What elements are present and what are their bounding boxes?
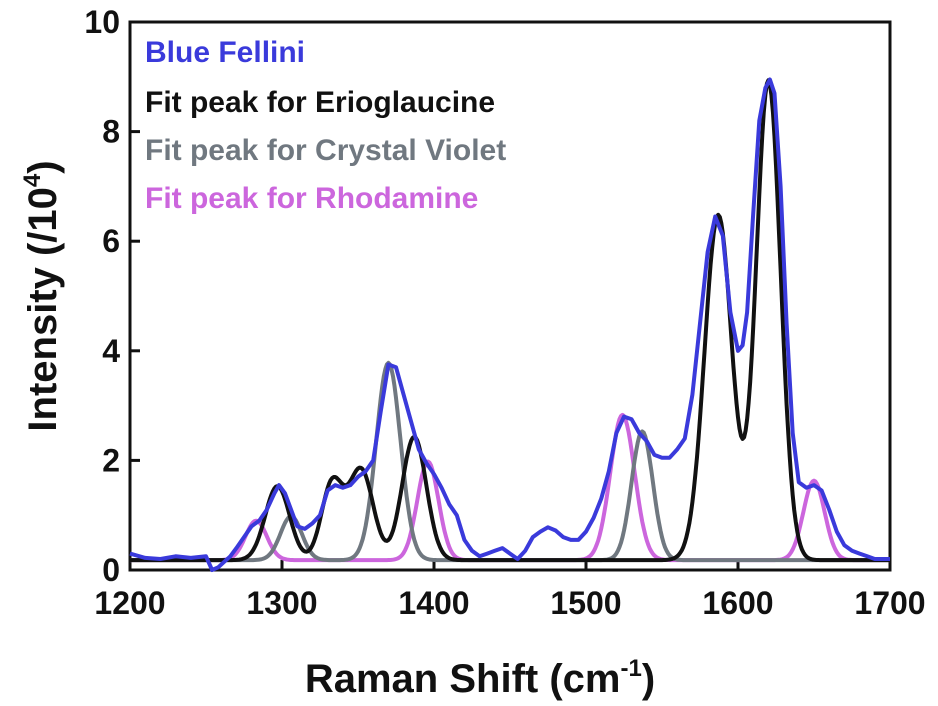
y-tick-label: 4 — [102, 333, 120, 369]
legend-label-erioglaucine: Fit peak for Erioglaucine — [145, 86, 495, 119]
x-axis-title: Raman Shift (cm-1) — [305, 655, 655, 701]
plot-frame — [128, 20, 892, 572]
x-tick-label: 1300 — [246, 585, 317, 621]
y-axis-title-main: Intensity (/10 — [21, 187, 65, 432]
y-tick-label: 8 — [102, 114, 120, 150]
y-tick-label: 6 — [102, 223, 120, 259]
y-axis-title: Intensity (/104) — [19, 160, 65, 431]
series-line-fit-peak-for-crystal-violet — [129, 360, 891, 563]
series-line-blue-fellini — [129, 77, 890, 572]
x-tick-label: 1500 — [550, 585, 621, 621]
legend-label-blue-fellini: Blue Fellini — [145, 36, 305, 69]
y-axis-ticks: 0 2 4 6 8 10 — [84, 4, 140, 588]
series-lines — [129, 77, 891, 572]
series-line-fit-peak-for-erioglaucine — [129, 78, 891, 563]
x-axis-title-end: ) — [642, 657, 655, 701]
y-tick-label: 0 — [102, 552, 120, 588]
x-axis-title-main: Raman Shift (cm — [305, 657, 621, 701]
x-axis-ticks: 1200 1300 1400 1500 1600 1700 — [94, 560, 926, 621]
legend-label-crystal-violet: Fit peak for Crystal Violet — [145, 134, 506, 167]
x-axis-title-superscript: -1 — [620, 655, 641, 682]
y-tick-label: 10 — [84, 4, 120, 40]
x-tick-label: 1200 — [94, 585, 165, 621]
y-tick-label: 2 — [102, 442, 120, 478]
legend: Blue Fellini Fit peak for Erioglaucine F… — [145, 36, 506, 215]
legend-label-rhodamine: Fit peak for Rhodamine — [145, 182, 478, 215]
x-tick-label: 1600 — [702, 585, 773, 621]
y-axis-title-end: ) — [21, 160, 65, 173]
x-tick-label: 1700 — [854, 585, 925, 621]
x-tick-label: 1400 — [398, 585, 469, 621]
y-axis-title-superscript: 4 — [19, 173, 46, 187]
